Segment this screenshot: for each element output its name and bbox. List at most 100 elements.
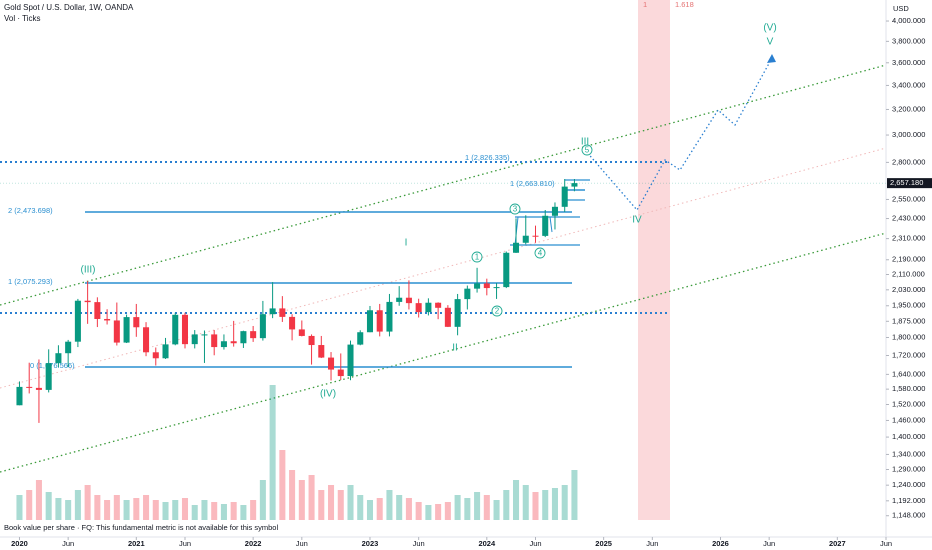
candle-body	[405, 297, 412, 304]
volume-bar	[269, 385, 276, 520]
candle-body	[483, 283, 490, 289]
wave-circle	[581, 144, 593, 156]
volume-bar	[464, 498, 471, 520]
wave-label: IV	[632, 215, 642, 226]
y-tick-label: 1,148.000	[892, 511, 925, 520]
fib-label: 1 (2,075.293)	[8, 277, 53, 286]
volume-bar	[16, 495, 23, 520]
candle-body	[289, 316, 296, 330]
y-tick-label: 1,400.000	[892, 432, 925, 441]
x-tick-label: 2027	[829, 539, 846, 548]
candle-body	[542, 215, 549, 236]
channel-lower	[0, 232, 887, 473]
fib-label: 2 (2,473.698)	[8, 206, 53, 215]
volume-bar	[220, 504, 227, 520]
y-tick-label: 2,430.000	[892, 214, 925, 223]
y-tick-label: 1,340.000	[892, 449, 925, 458]
candle-body	[94, 302, 101, 319]
candle-body	[357, 332, 364, 345]
candle-body	[269, 308, 276, 315]
y-tick-label: 1,720.000	[892, 350, 925, 359]
volume-bar	[152, 500, 159, 520]
y-tick-label: 3,000.000	[892, 130, 925, 139]
volume-bar	[55, 498, 62, 520]
y-tick-label: 1,950.000	[892, 301, 925, 310]
wave-label: V	[767, 37, 774, 48]
volume-bar	[444, 502, 451, 520]
volume-bar	[513, 480, 520, 520]
y-tick-label: 1,240.000	[892, 480, 925, 489]
projection-path	[584, 57, 773, 212]
volume-bar	[542, 490, 549, 520]
chart-title: Gold Spot / U.S. Dollar, 1W, OANDA	[4, 3, 134, 12]
candle-body	[328, 357, 335, 370]
candle-body	[454, 299, 461, 327]
y-tick-label: 2,110.000	[892, 269, 925, 278]
volume-bar	[230, 502, 237, 520]
volume-bar	[503, 490, 510, 520]
candle-body	[45, 363, 52, 390]
candle-body	[571, 183, 578, 187]
x-tick-label: 2026	[712, 539, 729, 548]
wave-circle	[509, 203, 521, 215]
y-tick-label: 4,000.000	[892, 16, 925, 25]
volume-bar	[94, 495, 101, 520]
x-tick-label: 2023	[362, 539, 379, 548]
volume-bar	[318, 490, 325, 520]
y-tick-label: 2,190.000	[892, 255, 925, 264]
volume-bar	[405, 498, 412, 520]
candle-body	[152, 352, 159, 359]
y-tick-label: 3,800.000	[892, 36, 925, 45]
volume-bar	[181, 498, 189, 520]
band-label: 1	[643, 0, 647, 9]
time-band	[638, 0, 670, 520]
volume-bar	[328, 485, 335, 520]
candle-body	[561, 186, 568, 207]
fib-label: 0 (1,676.566)	[30, 361, 75, 370]
y-tick-label: 1,520.000	[892, 399, 925, 408]
candle-body	[464, 288, 471, 300]
wave-label: II	[452, 343, 458, 354]
volume-bar	[386, 490, 393, 520]
volume-bar	[162, 502, 169, 520]
candle-body	[396, 297, 403, 302]
wave-number: 1	[475, 253, 480, 262]
candle-body	[104, 318, 111, 321]
candle-body	[259, 314, 266, 339]
volume-bar	[26, 490, 33, 520]
candle-body	[522, 235, 529, 243]
volume-bar	[571, 470, 578, 520]
x-tick-label: Jun	[62, 539, 74, 548]
last-price-badge	[887, 178, 932, 189]
volume-bar	[289, 470, 296, 520]
y-tick-label: 1,460.000	[892, 415, 925, 424]
y-tick-label: 1,192.000	[892, 496, 925, 505]
candle-body	[337, 369, 344, 377]
candle-body	[298, 329, 305, 336]
y-tick-label: 1,290.000	[892, 464, 925, 473]
y-tick-label: 2,550.000	[892, 194, 925, 203]
volume-bar	[493, 500, 500, 520]
x-tick-label: Jun	[529, 539, 541, 548]
volume-bar	[113, 495, 120, 520]
last-price-label: 2,657.180	[890, 178, 923, 187]
wave-label: (IV)	[320, 389, 336, 400]
y-tick-label: 1,875.000	[892, 316, 925, 325]
candle-body	[55, 353, 62, 364]
volume-bar	[435, 504, 442, 520]
candle-body	[366, 310, 373, 333]
candle-body	[84, 300, 91, 303]
fib-label: 1 (2,663.810)	[510, 179, 555, 188]
candle-body	[172, 314, 179, 345]
volume-bar	[561, 485, 568, 520]
y-tick-label: 2,030.000	[892, 285, 925, 294]
wave-number: 5	[585, 146, 590, 155]
candle-body	[425, 302, 432, 313]
candle-body	[240, 331, 247, 344]
candle-body	[532, 235, 539, 237]
wave-label: (V)	[763, 23, 776, 34]
candle-body	[386, 301, 393, 332]
x-tick-label: Jun	[763, 539, 775, 548]
x-tick-label: Jun	[646, 539, 658, 548]
candle-body	[162, 344, 169, 359]
